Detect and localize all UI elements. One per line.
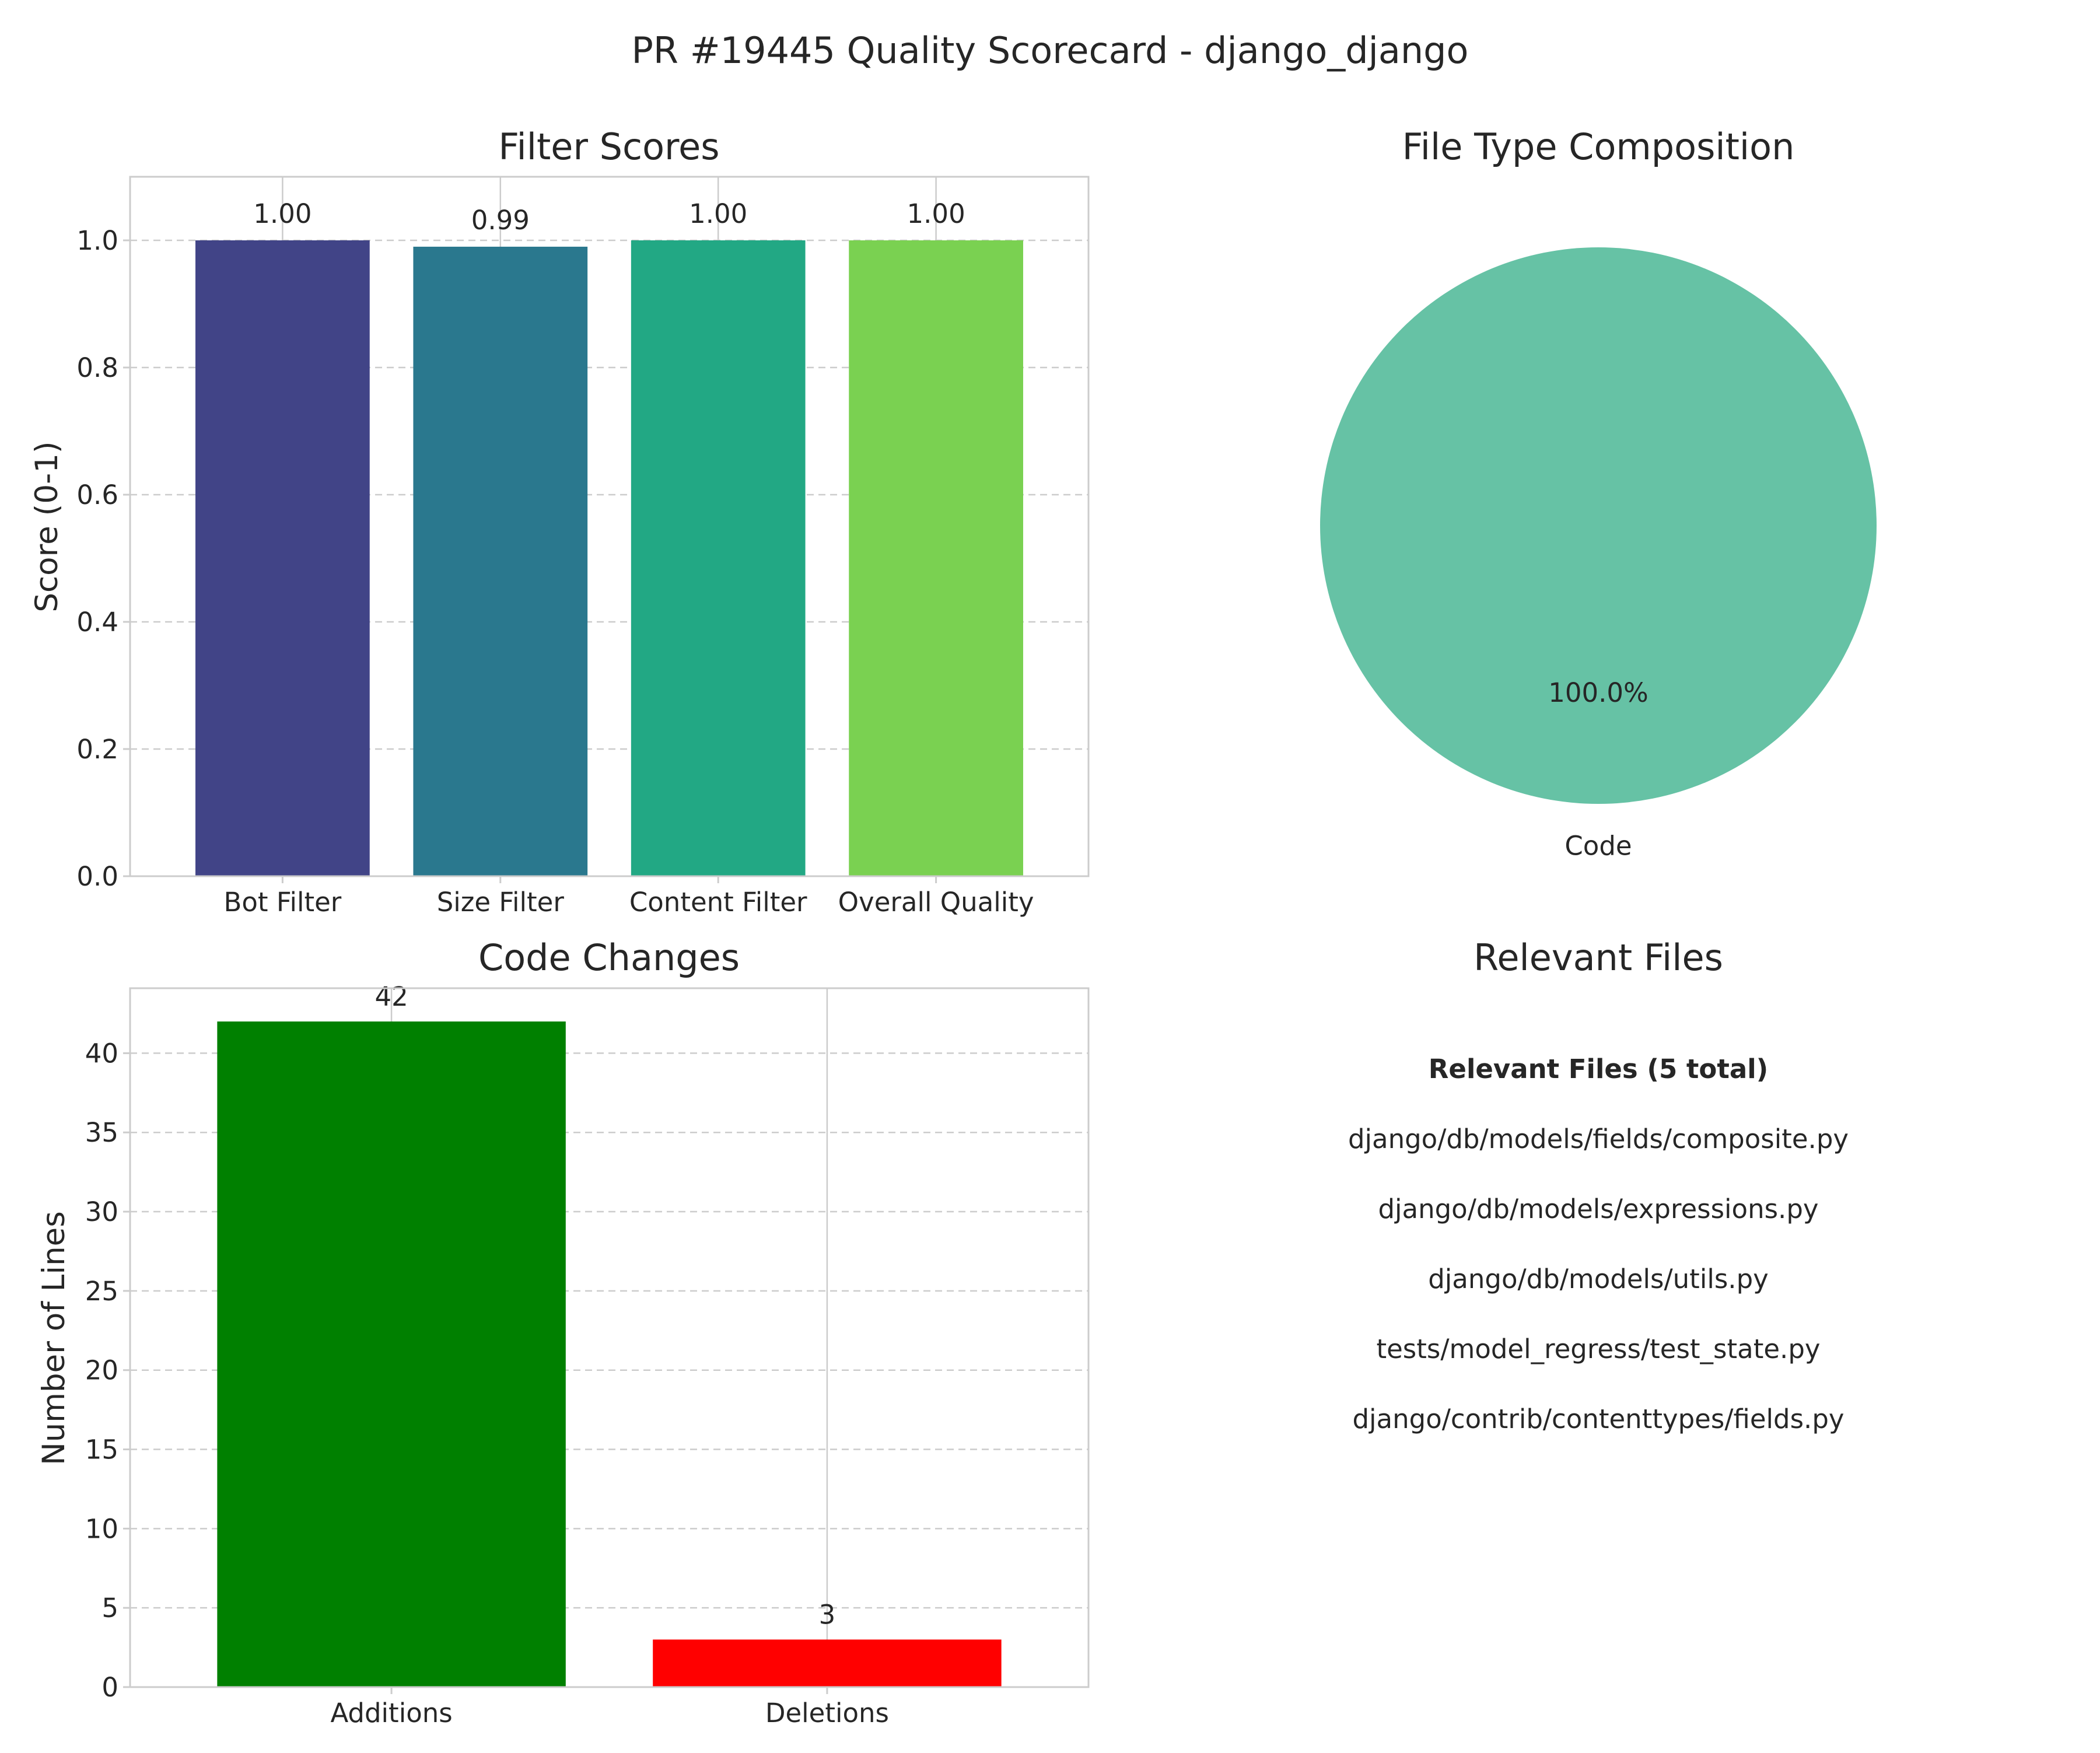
file-type-title: File Type Composition [1402,125,1795,168]
relevant-files-title: Relevant Files [1474,936,1723,979]
code-changes-chart: Code Changes Number of Lines 0 5 10 15 20 25 3… [36,936,1090,1728]
xtick-label: Overall Quality [838,887,1034,918]
relevant-files-heading: Relevant Files (5 total) [1429,1054,1768,1084]
figure-title: PR #19445 Quality Scorecard - django_dja… [632,29,1469,72]
xtick-label: Bot Filter [223,887,341,918]
ytick-label: 20 [85,1355,118,1386]
bar-value-label: 1.00 [907,198,965,229]
code-changes-title: Code Changes [478,936,740,979]
filter-scores-chart: Filter Scores Score (0-1) 0.0 0.2 0.4 0.6 0.… [29,125,1090,918]
bar-value-label: 3 [819,1600,836,1630]
bar-overall-quality [849,240,1023,876]
bar-value-label: 1.00 [253,198,312,229]
relevant-file-item: tests/model_regress/test_state.py [1376,1334,1820,1364]
pie-pct-label: 100.0% [1548,677,1648,708]
bar-value-label: 42 [374,981,408,1012]
relevant-files-panel: Relevant Files Relevant Files (5 total) … [1348,936,1849,1434]
ytick-label: 0.4 [76,607,118,638]
relevant-file-item: django/db/models/utils.py [1428,1264,1769,1294]
bar-bot-filter [195,240,370,876]
bar-deletions [653,1639,1002,1687]
ytick-label: 25 [85,1276,118,1307]
relevant-file-item: django/db/models/expressions.py [1378,1194,1818,1224]
filter-scores-title: Filter Scores [498,125,719,168]
ytick-label: 5 [102,1593,118,1623]
filter-scores-axes-frame [129,176,1090,877]
pie-slice-code [1320,247,1877,804]
ytick-label: 0.6 [76,480,118,510]
bar-value-label: 0.99 [471,205,530,236]
filter-scores-ylabel: Score (0-1) [29,441,65,612]
bar-additions [217,1021,566,1687]
ytick-label: 40 [85,1038,118,1069]
xtick-label: Additions [330,1698,452,1728]
xtick-label: Deletions [765,1698,889,1728]
xtick-label: Content Filter [629,887,807,918]
ytick-label: 0.8 [76,352,118,383]
relevant-file-item: django/contrib/contenttypes/fields.py [1352,1404,1844,1434]
ytick-label: 35 [85,1117,118,1148]
relevant-file-item: django/db/models/fields/composite.py [1348,1124,1849,1154]
ytick-label: 0 [102,1672,118,1703]
code-changes-axes-frame [129,987,1090,1688]
ytick-label: 30 [85,1196,118,1227]
bar-content-filter [631,240,806,876]
bar-value-label: 1.00 [689,198,747,229]
bar-size-filter [413,246,588,876]
xtick-label: Size Filter [437,887,565,918]
code-changes-ylabel: Number of Lines [36,1211,72,1465]
ytick-label: 0.2 [76,734,118,765]
ytick-label: 1.0 [76,225,118,256]
file-type-composition-chart: File Type Composition 100.0% Code [1320,125,1877,862]
ytick-label: 15 [85,1434,118,1465]
pie-category-label: Code [1564,831,1632,862]
ytick-label: 0.0 [76,861,118,892]
ytick-label: 10 [85,1513,118,1544]
